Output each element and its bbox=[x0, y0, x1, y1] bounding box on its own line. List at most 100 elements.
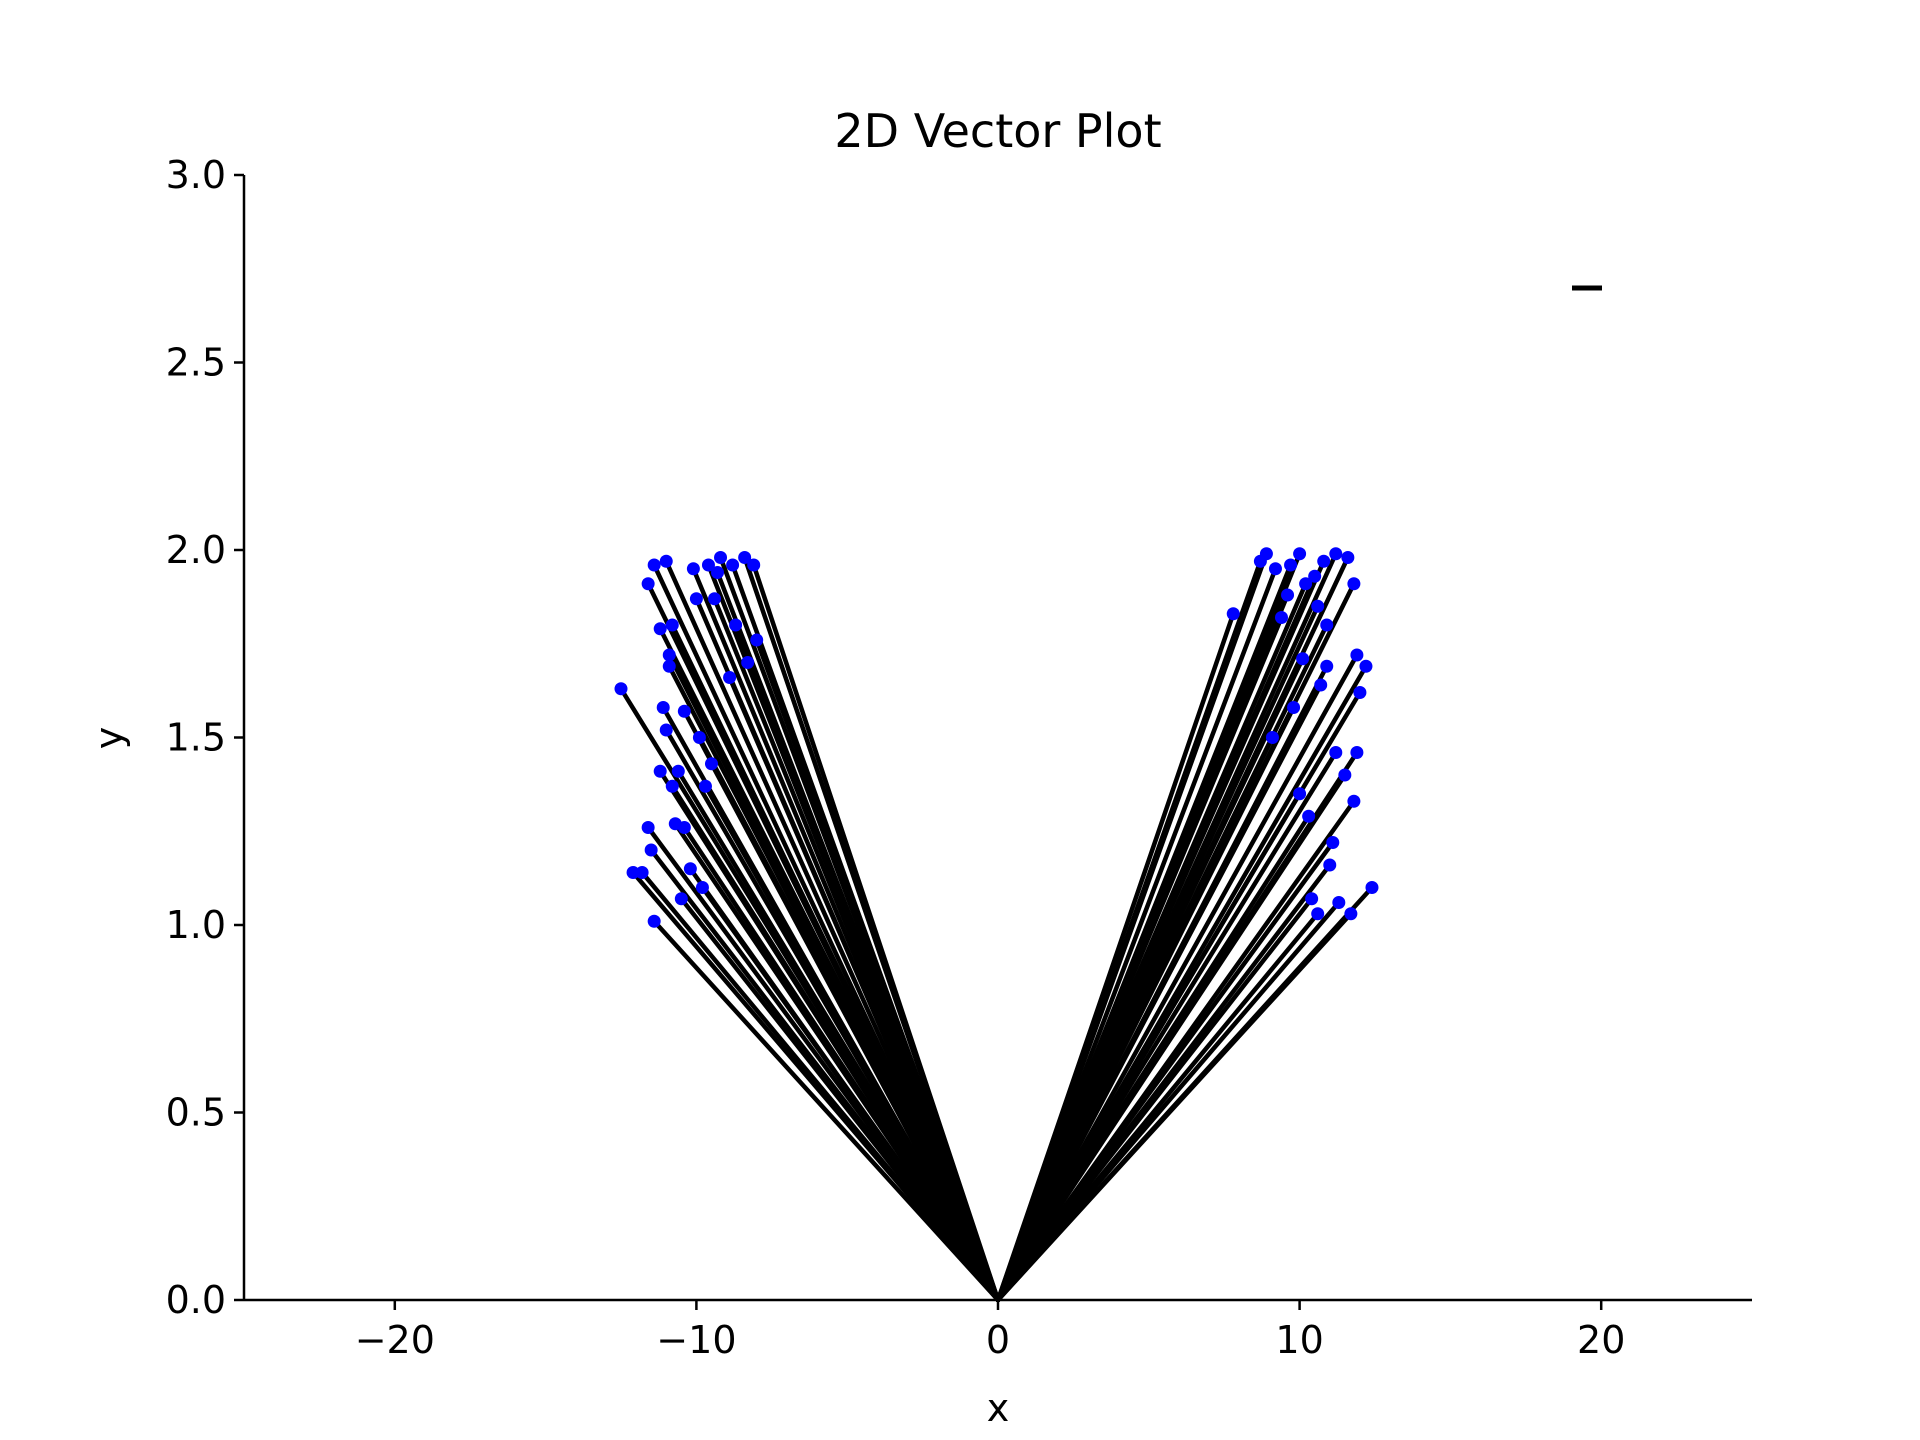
x-ticks: −20 −10 0 10 20 bbox=[355, 1300, 1625, 1362]
vector-tip-23 bbox=[686, 562, 700, 576]
vector-tip-43 bbox=[1265, 731, 1279, 744]
vector-line-21 bbox=[682, 825, 1001, 1303]
vector-tip-51 bbox=[1296, 652, 1310, 666]
y-tick-label-5: 2.5 bbox=[166, 341, 226, 385]
vector-tip-64 bbox=[1329, 547, 1343, 561]
vector-tip-40 bbox=[1226, 607, 1240, 621]
vector-tip-8 bbox=[653, 764, 667, 778]
y-tick-label-6: 3.0 bbox=[166, 153, 226, 197]
vector-tip-54 bbox=[1305, 892, 1319, 906]
vector-tip-20 bbox=[677, 704, 691, 718]
vector-line-27 bbox=[703, 784, 1001, 1303]
vector-line-33 bbox=[727, 675, 1001, 1303]
vector-tip-61 bbox=[1320, 659, 1334, 673]
vector-tip-47 bbox=[1284, 558, 1298, 572]
vector-tip-33 bbox=[723, 671, 737, 684]
vector-line-49 bbox=[995, 551, 1302, 1303]
vector-line-76 bbox=[995, 885, 1375, 1303]
vector-tip-32 bbox=[714, 551, 728, 564]
y-tick-label-3: 1.5 bbox=[166, 716, 226, 760]
vector-tip-72 bbox=[1350, 746, 1364, 759]
vector-tip-38 bbox=[747, 558, 761, 572]
vector-tip-37 bbox=[741, 656, 755, 669]
vector-tip-52 bbox=[1299, 577, 1313, 591]
vector-tip-46 bbox=[1281, 588, 1295, 602]
vectors-layer bbox=[618, 551, 1375, 1303]
vector-tip-39 bbox=[750, 633, 764, 647]
vector-tip-4 bbox=[641, 577, 655, 591]
vector-line-71 bbox=[995, 799, 1357, 1303]
x-tick-label-2: 0 bbox=[986, 1318, 1010, 1362]
vector-tip-31 bbox=[711, 566, 725, 579]
vector-tip-9 bbox=[653, 622, 667, 636]
vector-tip-56 bbox=[1311, 599, 1325, 613]
vector-tip-58 bbox=[1314, 678, 1328, 692]
vector-tip-2 bbox=[635, 866, 649, 879]
vector-line-42 bbox=[995, 551, 1269, 1303]
vector-tip-55 bbox=[1308, 569, 1322, 583]
vector-tip-42 bbox=[1259, 547, 1273, 561]
vector-tip-27 bbox=[698, 779, 712, 793]
y-tick-label-2: 1.0 bbox=[166, 903, 226, 947]
vector-tip-24 bbox=[689, 592, 703, 606]
vector-line-6 bbox=[651, 919, 1001, 1303]
x-tick-label-0: −20 bbox=[355, 1318, 435, 1362]
vector-line-39 bbox=[754, 637, 1001, 1303]
vector-line-19 bbox=[679, 896, 1001, 1303]
vector-tip-30 bbox=[707, 592, 721, 606]
vector-tip-75 bbox=[1359, 659, 1373, 673]
vector-line-37 bbox=[745, 660, 1001, 1303]
vector-line-68 bbox=[995, 555, 1351, 1303]
vector-tip-7 bbox=[647, 558, 661, 572]
vector-tip-63 bbox=[1326, 836, 1340, 849]
vector-tip-26 bbox=[695, 881, 709, 894]
vector-tip-65 bbox=[1329, 746, 1343, 759]
vector-tip-5 bbox=[644, 843, 658, 857]
vector-tip-44 bbox=[1268, 562, 1282, 576]
vector-line-70 bbox=[995, 581, 1357, 1303]
vector-tip-25 bbox=[692, 731, 706, 744]
vector-tip-11 bbox=[659, 723, 673, 737]
vector-tip-69 bbox=[1344, 907, 1358, 921]
y-axis-label: y bbox=[87, 727, 131, 750]
vector-tip-36 bbox=[738, 551, 752, 564]
y-tick-label-1: 0.5 bbox=[166, 1091, 226, 1135]
vector-tip-0 bbox=[614, 682, 628, 696]
vector-tip-18 bbox=[671, 764, 685, 778]
vector-tip-10 bbox=[656, 701, 670, 714]
vector-line-15 bbox=[670, 622, 1001, 1303]
vector-line-38 bbox=[751, 562, 1001, 1303]
axes bbox=[242, 175, 1752, 1302]
vector-tip-19 bbox=[674, 892, 688, 906]
vector-line-2 bbox=[639, 870, 1001, 1303]
vector-tip-3 bbox=[641, 821, 655, 834]
vector-line-66 bbox=[995, 900, 1342, 1303]
y-tick-label-4: 2.0 bbox=[166, 528, 226, 572]
vector-tip-16 bbox=[665, 779, 679, 793]
vector-tip-66 bbox=[1332, 896, 1346, 909]
vector-tip-71 bbox=[1347, 794, 1361, 808]
x-tick-label-3: 10 bbox=[1275, 1318, 1323, 1362]
x-axis-label: x bbox=[987, 1386, 1010, 1430]
vector-tip-67 bbox=[1338, 768, 1352, 782]
vector-tip-12 bbox=[659, 554, 673, 568]
vector-tip-13 bbox=[662, 659, 676, 673]
vector-tip-48 bbox=[1287, 701, 1301, 714]
vector-tip-53 bbox=[1302, 809, 1316, 823]
vector-tip-49 bbox=[1293, 547, 1307, 561]
vector-tip-14 bbox=[662, 648, 676, 662]
vector-tip-21 bbox=[677, 821, 691, 834]
vector-tips-layer bbox=[614, 547, 1379, 928]
x-tick-label-1: −10 bbox=[656, 1318, 736, 1362]
vector-tip-15 bbox=[665, 618, 679, 632]
y-ticks: 0.0 0.5 1.0 1.5 2.0 2.5 3.0 bbox=[166, 153, 244, 1322]
vector-tip-57 bbox=[1311, 907, 1325, 921]
vector-tip-74 bbox=[1353, 686, 1367, 699]
vector-tip-29 bbox=[704, 757, 718, 771]
vector-tip-1 bbox=[626, 866, 640, 879]
vector-tip-50 bbox=[1293, 787, 1307, 801]
vector-tip-73 bbox=[1350, 648, 1364, 662]
vector-tip-76 bbox=[1365, 881, 1379, 894]
vector-tip-35 bbox=[729, 618, 743, 632]
vector-line-75 bbox=[995, 664, 1369, 1303]
